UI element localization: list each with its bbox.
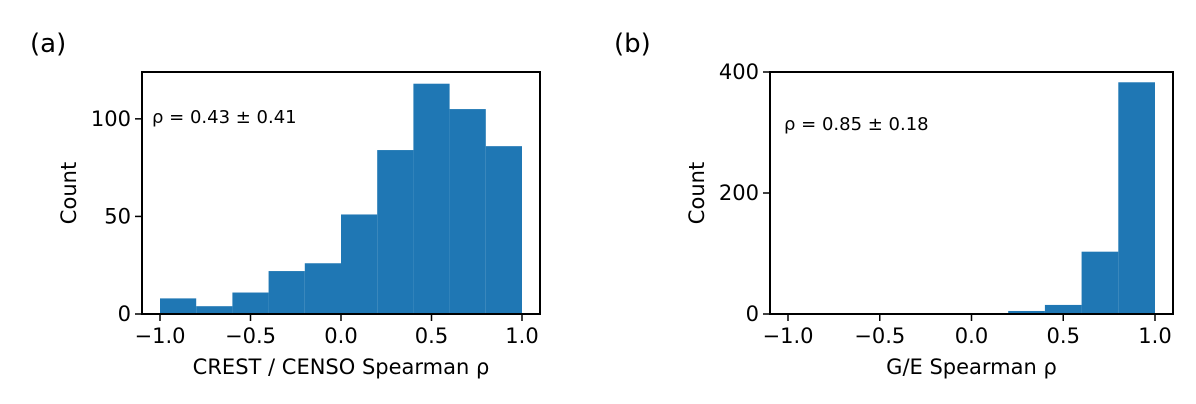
histogram-panel-b: (b) −1.0 −0.5 0.0 0.5 1.0 0 200 400 ρ = 0.85 ±…: [614, 29, 1174, 379]
x-tick-label-b-3: 0.5: [1047, 324, 1080, 348]
panel-label-b: (b): [614, 29, 651, 59]
annotation-a: ρ = 0.43 ± 0.41: [152, 107, 297, 128]
histogram-bar-a-3: [268, 271, 305, 314]
bars-a: [160, 83, 522, 314]
y-axis-label-b: Count: [685, 162, 709, 224]
x-tick-label-b-2: 0.0: [955, 324, 988, 348]
y-tick-label-b-0: 0: [746, 302, 759, 326]
y-tick-label-a-0: 0: [118, 302, 131, 326]
histogram-panel-a: (a) −1.0 −0.5 0.0 0.5 1.0 0 50 100 ρ = 0.43 ± …: [30, 29, 541, 379]
histogram-bar-a-6: [377, 150, 414, 314]
x-tick-label-b-1: −0.5: [854, 324, 905, 348]
x-tick-label-b-4: 1.0: [1138, 324, 1171, 348]
x-tick-label-a-1: −0.5: [225, 324, 276, 348]
histogram-bar-a-1: [196, 306, 233, 314]
x-axis-label-a: CREST / CENSO Spearman ρ: [193, 355, 490, 379]
histogram-bar-a-4: [304, 263, 341, 314]
y-tick-label-a-1: 50: [104, 204, 131, 228]
histogram-bar-b-7: [1044, 304, 1082, 314]
x-tick-label-a-2: 0.0: [324, 324, 357, 348]
x-tick-label-a-3: 0.5: [415, 324, 448, 348]
histogram-bar-a-8: [449, 109, 486, 314]
histogram-bar-b-8: [1081, 251, 1119, 314]
histogram-bar-b-6: [1008, 310, 1045, 314]
x-tick-label-a-4: 1.0: [505, 324, 538, 348]
y-tick-label-b-2: 400: [719, 60, 759, 84]
histogram-bar-a-2: [232, 292, 269, 314]
x-tick-label-a-0: −1.0: [135, 324, 186, 348]
y-tick-label-b-1: 200: [719, 181, 759, 205]
y-ticks-b: 0 200 400: [719, 60, 770, 326]
panel-label-a: (a): [30, 29, 66, 59]
histogram-bar-a-9: [485, 146, 522, 314]
histogram-bar-a-7: [413, 83, 450, 314]
y-ticks-a: 0 50 100: [91, 107, 142, 326]
x-axis-label-b: G/E Spearman ρ: [886, 355, 1057, 379]
histogram-bar-a-5: [341, 214, 378, 314]
x-tick-label-b-0: −1.0: [763, 324, 814, 348]
histogram-bar-b-9: [1118, 82, 1155, 314]
annotation-b: ρ = 0.85 ± 0.18: [784, 114, 929, 135]
x-ticks-a: −1.0 −0.5 0.0 0.5 1.0: [135, 314, 539, 348]
bars-b: [1008, 82, 1155, 314]
y-tick-label-a-2: 100: [91, 107, 131, 131]
y-axis-label-a: Count: [57, 162, 81, 224]
x-ticks-b: −1.0 −0.5 0.0 0.5 1.0: [763, 314, 1172, 348]
histogram-bar-a-0: [160, 298, 197, 314]
